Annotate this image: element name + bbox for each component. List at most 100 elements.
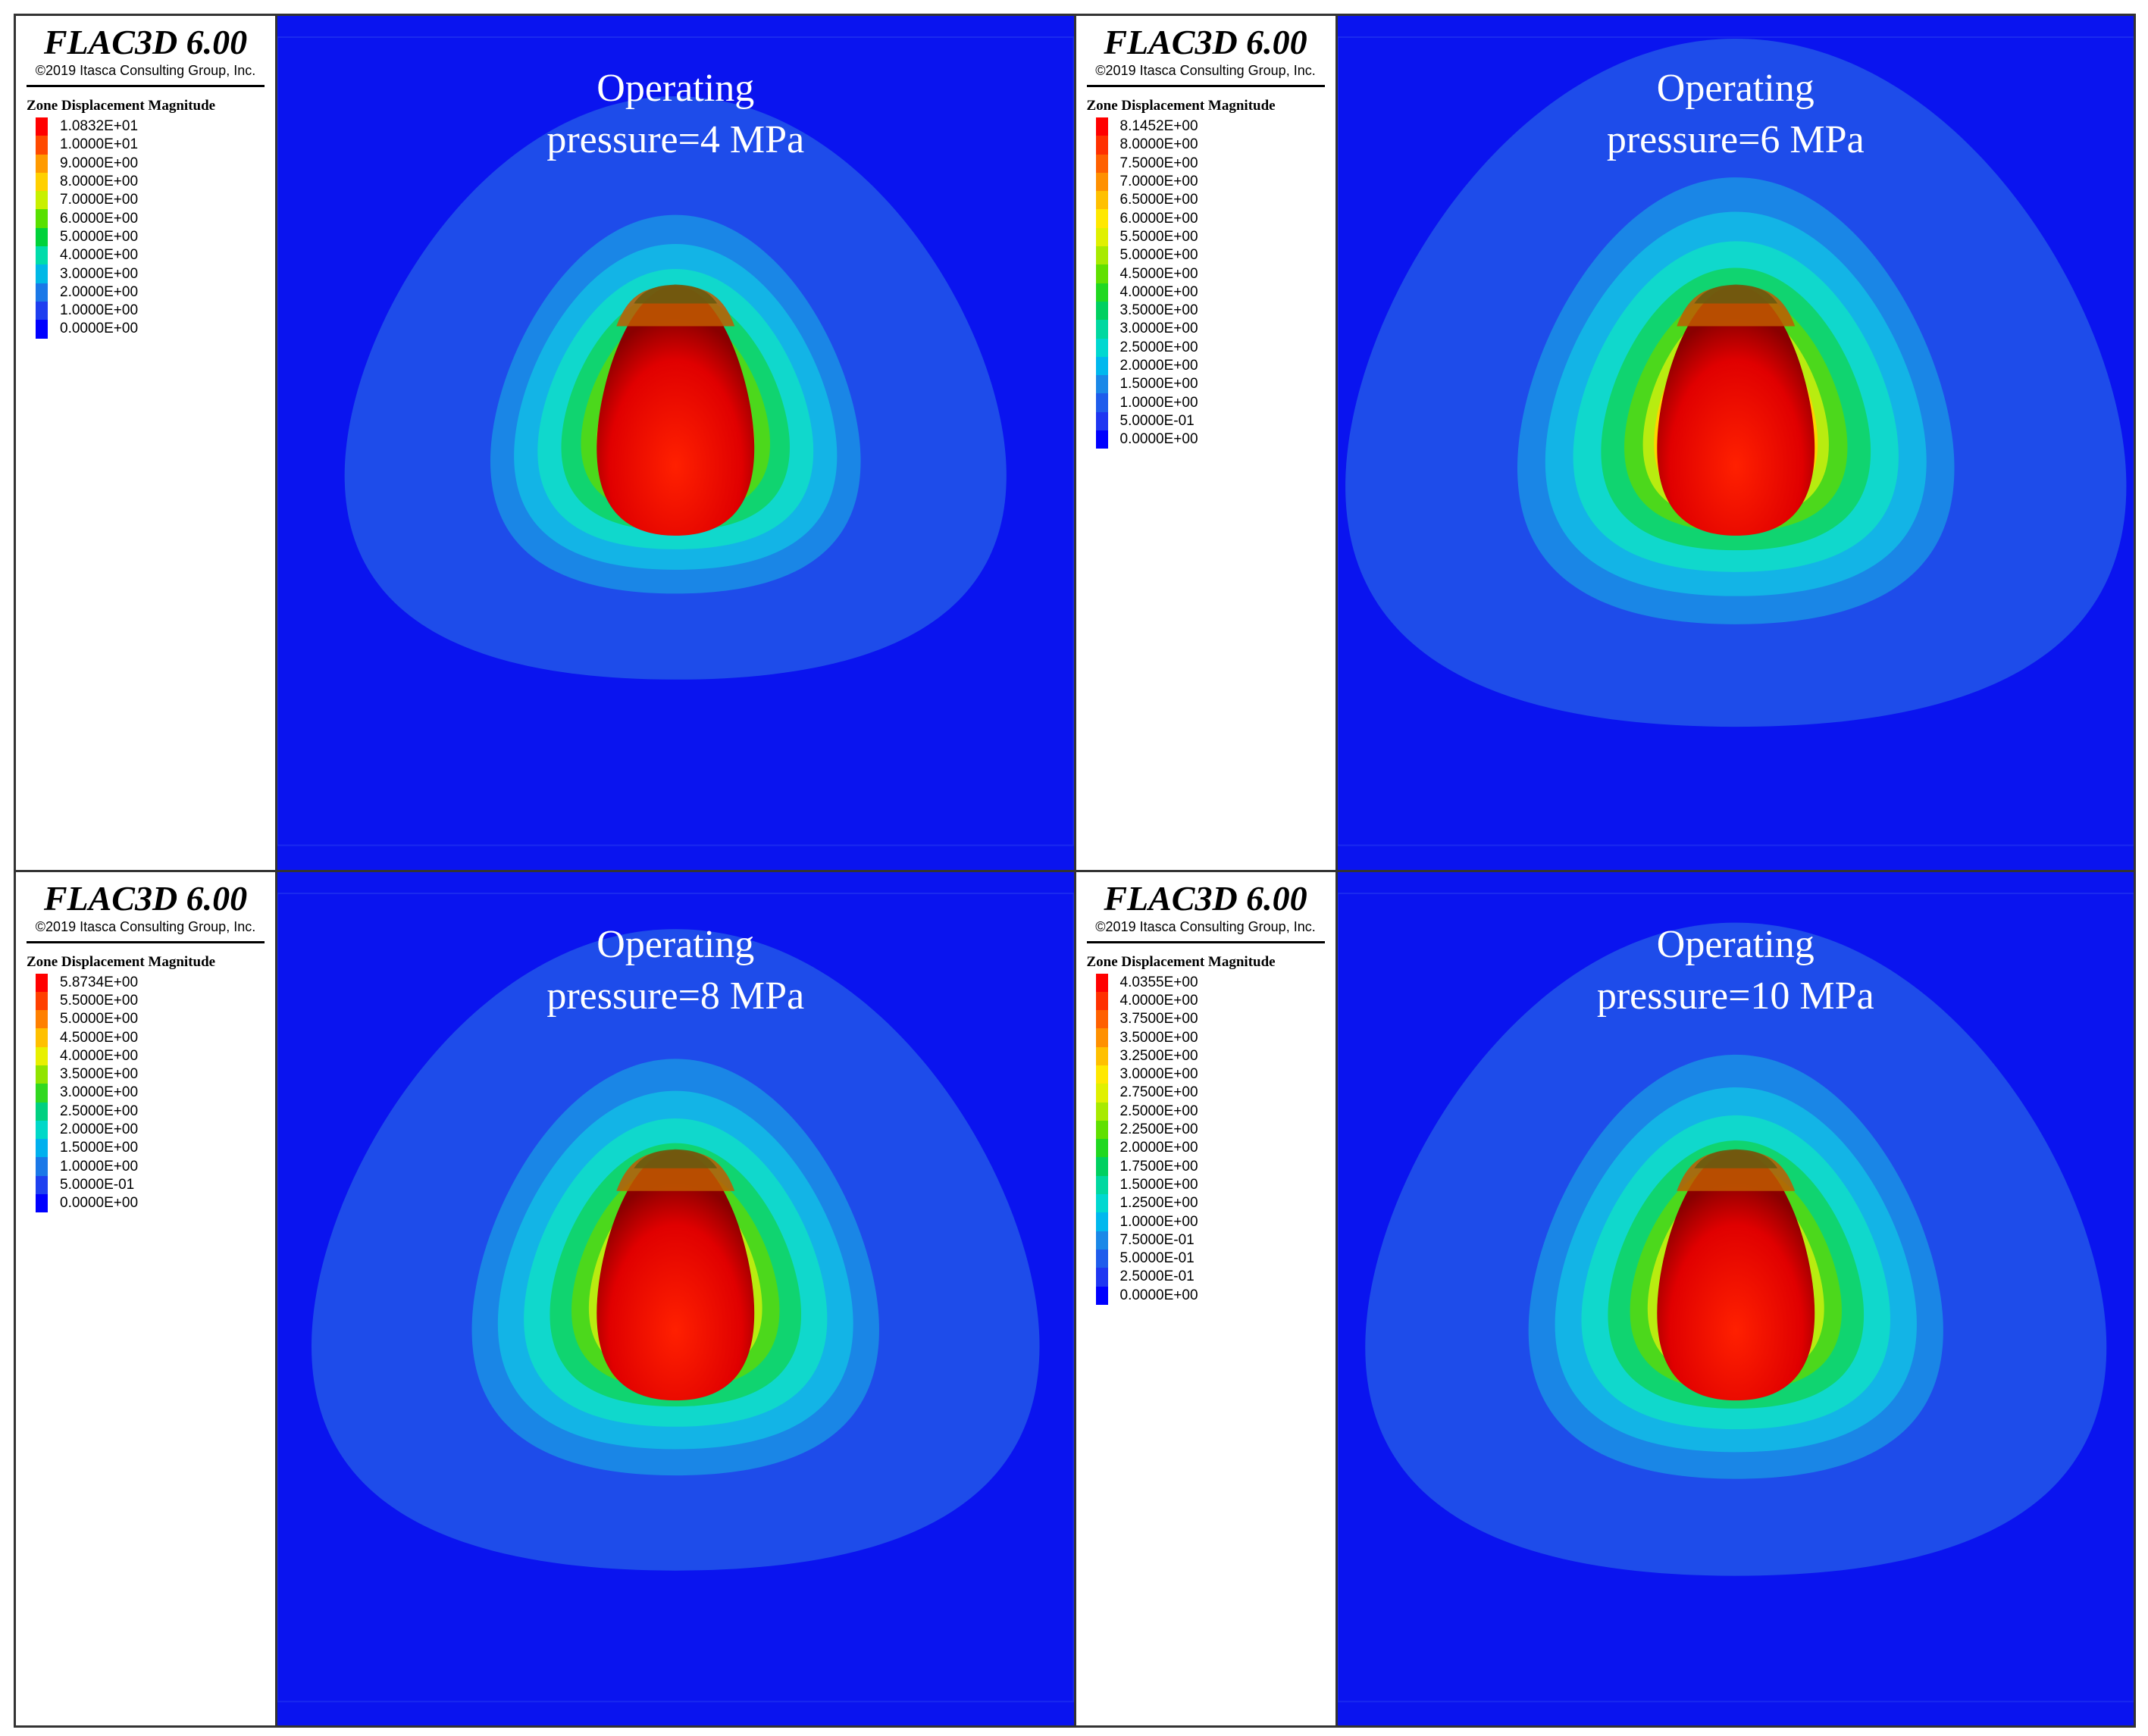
legend-swatch: [36, 264, 48, 283]
legend-entry: 3.7500E+00: [1095, 1010, 1325, 1029]
legend-entry: 4.5000E+00: [36, 1028, 265, 1047]
legend-value: 2.5000E-01: [1119, 1268, 1195, 1285]
legend-value: 7.5000E-01: [1119, 1231, 1195, 1248]
legend-swatch: [36, 973, 48, 992]
legend-value: 2.5000E+00: [1119, 339, 1198, 355]
legend-value: 1.5000E+00: [1119, 376, 1198, 393]
contour-svg: [1337, 871, 2134, 1725]
plot-title: Operating pressure=10 MPa: [1338, 919, 2134, 1022]
legend-title: Zone Displacement Magnitude: [1086, 98, 1276, 114]
cavity-crown-shade: [1693, 284, 1777, 304]
copyright-text: ©2019 Itasca Consulting Group, Inc.: [1086, 63, 1325, 87]
contour-plot: Operating pressure=10 MPa: [1337, 871, 2134, 1725]
legend-entry: 7.5000E-01: [1095, 1231, 1325, 1250]
legend-panel: FLAC3D 6.00 ©2019 Itasca Consulting Grou…: [16, 871, 277, 1725]
legend-swatch: [1095, 1120, 1108, 1140]
legend-swatch: [36, 209, 48, 228]
legend-entry: 6.0000E+00: [1095, 209, 1325, 228]
legend-title: Zone Displacement Magnitude: [27, 98, 216, 114]
legend-value: 2.0000E+00: [60, 1121, 139, 1138]
legend-swatch: [1095, 301, 1108, 321]
legend-swatch: [1095, 320, 1108, 339]
legend-entry: 4.0000E+00: [1095, 991, 1325, 1011]
legend-value: 5.0000E-01: [1119, 1250, 1195, 1267]
legend-entry: 7.0000E+00: [1095, 172, 1325, 192]
legend-entry: 1.5000E+00: [1095, 1175, 1325, 1195]
copyright-text: ©2019 Itasca Consulting Group, Inc.: [1086, 919, 1325, 943]
legend-value: 2.5000E+00: [1119, 1103, 1198, 1119]
legend-value: 4.0000E+00: [1119, 992, 1198, 1009]
legend-entry: 2.5000E+00: [1095, 338, 1325, 357]
legend-list: 8.1452E+00 8.0000E+00 7.5000E+00 7.0000E+00…: [1095, 117, 1325, 449]
legend-value: 2.0000E+00: [1119, 358, 1198, 374]
legend-entry: 6.5000E+00: [1095, 191, 1325, 210]
legend-entry: 0.0000E+00: [36, 320, 265, 339]
legend-value: 7.5000E+00: [1119, 155, 1198, 171]
legend-value: 2.2500E+00: [1119, 1121, 1198, 1138]
contour-plot: Operating pressure=4 MPa: [277, 16, 1074, 870]
cavity-shape: [1656, 286, 1815, 536]
legend-entry: 2.5000E+00: [1095, 1102, 1325, 1121]
legend-entry: 3.5000E+00: [1095, 301, 1325, 321]
legend-swatch: [1095, 136, 1108, 155]
legend-value: 5.5000E+00: [60, 992, 139, 1009]
legend-value: 6.0000E+00: [60, 210, 139, 227]
legend-entry: 4.0000E+00: [36, 246, 265, 265]
legend-entry: 2.0000E+00: [1095, 356, 1325, 376]
legend-entry: 3.5000E+00: [1095, 1028, 1325, 1047]
legend-swatch: [36, 227, 48, 247]
legend-list: 4.0355E+00 4.0000E+00 3.7500E+00 3.5000E+00…: [1095, 973, 1325, 1305]
legend-swatch: [1095, 1249, 1108, 1268]
legend-list: 5.8734E+00 5.5000E+00 5.0000E+00 4.5000E+00…: [36, 973, 265, 1213]
legend-swatch: [36, 283, 48, 302]
legend-entry: 3.5000E+00: [36, 1065, 265, 1084]
legend-value: 4.0355E+00: [1119, 974, 1198, 990]
plot-title: Operating pressure=8 MPa: [277, 919, 1074, 1022]
legend-entry: 6.0000E+00: [36, 209, 265, 228]
legend-value: 2.0000E+00: [1119, 1140, 1198, 1156]
legend-value: 4.0000E+00: [60, 247, 139, 264]
legend-swatch: [36, 991, 48, 1011]
legend-value: 8.0000E+00: [1119, 136, 1198, 153]
legend-swatch: [1095, 117, 1108, 136]
legend-swatch: [36, 301, 48, 321]
legend-entry: 0.0000E+00: [1095, 1286, 1325, 1305]
legend-value: 2.7500E+00: [1119, 1084, 1198, 1101]
legend-value: 3.7500E+00: [1119, 1011, 1198, 1028]
legend-swatch: [36, 1010, 48, 1029]
legend-swatch: [36, 1028, 48, 1047]
legend-swatch: [1095, 1212, 1108, 1231]
legend-value: 5.8734E+00: [60, 974, 139, 990]
legend-value: 1.5000E+00: [1119, 1176, 1198, 1193]
plot-title-line1: Operating: [1656, 67, 1815, 110]
contour-svg: [277, 16, 1074, 870]
plot-title-line2: pressure=6 MPa: [1606, 118, 1865, 161]
legend-entry: 1.0000E+00: [36, 1157, 265, 1176]
legend-swatch: [36, 1120, 48, 1140]
legend-entry: 5.0000E+00: [36, 1010, 265, 1029]
legend-value: 1.5000E+00: [60, 1140, 139, 1156]
legend-entry: 2.7500E+00: [1095, 1084, 1325, 1103]
legend-value: 1.2500E+00: [1119, 1195, 1198, 1212]
plot-title-line2: pressure=10 MPa: [1596, 974, 1874, 1018]
legend-title: Zone Displacement Magnitude: [1086, 953, 1276, 970]
legend-value: 6.0000E+00: [1119, 210, 1198, 227]
legend-value: 5.0000E+00: [60, 228, 139, 245]
legend-swatch: [1095, 1065, 1108, 1084]
legend-swatch: [1095, 1102, 1108, 1121]
legend-swatch: [1095, 264, 1108, 283]
legend-value: 1.0000E+00: [60, 1158, 139, 1175]
legend-entry: 4.0000E+00: [36, 1046, 265, 1065]
legend-list: 1.0832E+01 1.0000E+01 9.0000E+00 8.0000E+00…: [36, 117, 265, 339]
legend-value: 0.0000E+00: [60, 321, 139, 337]
legend-entry: 3.0000E+00: [36, 1084, 265, 1103]
legend-swatch: [1095, 375, 1108, 394]
legend-swatch: [36, 172, 48, 192]
legend-entry: 2.0000E+00: [36, 1120, 265, 1140]
legend-entry: 5.0000E-01: [36, 1175, 265, 1195]
legend-value: 8.0000E+00: [60, 174, 139, 190]
plot-title: Operating pressure=4 MPa: [277, 63, 1074, 166]
legend-value: 1.0000E+00: [1119, 1213, 1198, 1230]
legend-entry: 3.0000E+00: [36, 264, 265, 283]
legend-entry: 4.0000E+00: [1095, 283, 1325, 302]
